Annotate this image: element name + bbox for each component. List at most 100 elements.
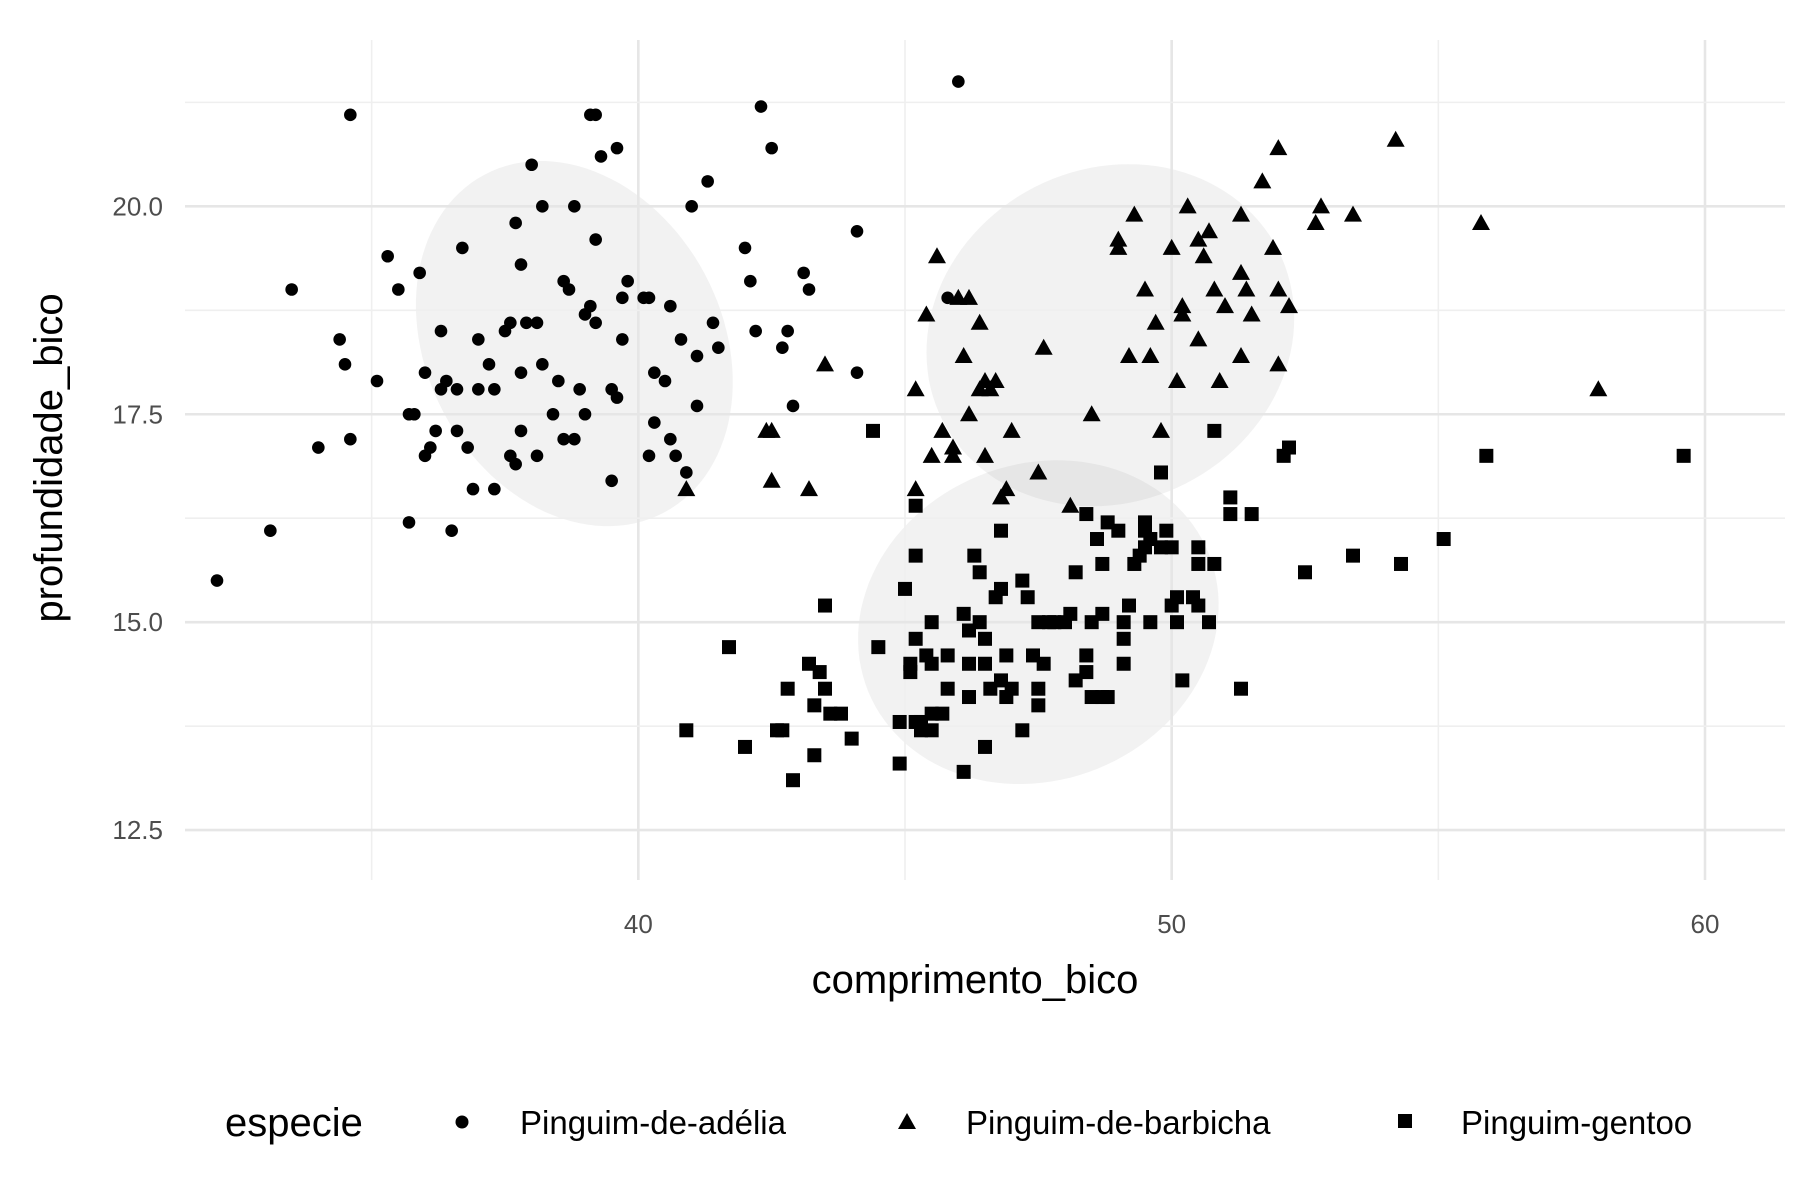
point-triangle — [762, 421, 781, 438]
y-tick-label: 17.5 — [112, 399, 163, 429]
point-square — [903, 665, 918, 680]
point-triangle — [976, 446, 994, 463]
point-circle — [754, 100, 768, 113]
point-square — [871, 640, 886, 655]
point-square — [994, 581, 1008, 596]
point-circle — [557, 432, 570, 446]
point-square — [1116, 615, 1131, 630]
point-circle — [450, 424, 464, 438]
point-circle — [562, 283, 576, 296]
point-triangle — [1232, 205, 1250, 222]
point-circle — [573, 383, 586, 396]
legend: especie Pinguim-de-adélia Pinguim-de-bar… — [225, 1101, 1692, 1145]
point-circle — [786, 399, 800, 413]
point-triangle — [1029, 463, 1048, 480]
point-square — [1436, 532, 1451, 547]
point-triangle — [1200, 222, 1218, 239]
point-square — [1223, 490, 1238, 505]
point-circle — [392, 283, 405, 296]
point-circle — [514, 258, 528, 271]
point-square — [983, 681, 998, 696]
legend-key-circle — [455, 1115, 469, 1129]
point-circle — [536, 358, 549, 371]
point-circle — [408, 407, 421, 421]
point-circle — [429, 424, 442, 438]
points — [210, 75, 1691, 788]
point-triangle — [1173, 297, 1192, 314]
point-circle — [264, 524, 277, 537]
point-triangle — [944, 446, 962, 463]
point-triangle — [981, 380, 1000, 397]
point-square — [1079, 507, 1094, 522]
point-circle — [941, 291, 954, 305]
point-circle — [589, 233, 602, 246]
point-circle — [690, 349, 704, 363]
point-square — [866, 423, 880, 438]
y-tick-label: 20.0 — [112, 191, 163, 221]
point-square — [892, 756, 907, 771]
point-square — [780, 681, 795, 696]
legend-title: especie — [225, 1101, 363, 1145]
point-square — [924, 723, 939, 738]
point-triangle — [1189, 330, 1208, 347]
point-triangle — [960, 405, 978, 422]
point-triangle — [1344, 205, 1362, 222]
point-circle — [616, 333, 629, 346]
point-square — [722, 640, 736, 655]
point-square — [1111, 523, 1126, 538]
point-triangle — [917, 305, 936, 322]
point-square — [972, 615, 987, 630]
point-triangle — [1210, 371, 1229, 388]
point-triangle — [1232, 347, 1250, 364]
point-circle — [344, 432, 357, 446]
point-circle — [781, 324, 794, 338]
point-square — [940, 648, 955, 663]
point-triangle — [1269, 139, 1288, 156]
point-circle — [285, 283, 298, 296]
legend-key-triangle — [898, 1113, 916, 1129]
point-circle — [530, 449, 544, 463]
point-square — [1143, 615, 1158, 630]
point-circle — [568, 200, 581, 213]
point-square — [1079, 648, 1094, 663]
point-circle — [333, 333, 346, 346]
point-circle — [338, 358, 352, 371]
point-triangle — [1109, 230, 1128, 247]
point-square — [1191, 540, 1206, 555]
point-square — [807, 748, 822, 763]
point-square — [679, 723, 694, 738]
legend-item-adelia: Pinguim-de-adélia — [455, 1104, 787, 1141]
point-square — [956, 764, 971, 779]
point-circle — [504, 316, 517, 330]
point-square — [1020, 590, 1035, 605]
point-square — [1282, 440, 1296, 455]
point-triangle — [1237, 280, 1256, 297]
ellipse-series-0 — [415, 161, 733, 527]
point-triangle — [1125, 205, 1144, 222]
point-square — [1346, 548, 1360, 563]
point-square — [1676, 448, 1691, 463]
point-circle — [664, 299, 677, 313]
point-triangle — [1269, 280, 1288, 297]
point-triangle — [1253, 172, 1272, 189]
point-square — [978, 631, 992, 646]
point-square — [1154, 465, 1168, 480]
point-square — [1138, 515, 1152, 530]
point-square — [1031, 681, 1046, 696]
point-square — [999, 648, 1014, 663]
point-square — [1031, 698, 1046, 713]
point-circle — [482, 358, 496, 371]
point-circle — [514, 366, 528, 379]
point-square — [1090, 532, 1104, 547]
point-square — [807, 698, 822, 713]
point-square — [738, 739, 752, 754]
point-circle — [552, 374, 565, 388]
legend-label-gentoo: Pinguim-gentoo — [1461, 1104, 1692, 1141]
point-square — [898, 581, 912, 596]
point-square — [1234, 681, 1248, 696]
point-circle — [514, 424, 528, 438]
point-triangle — [1264, 238, 1282, 255]
point-circle — [509, 216, 522, 230]
point-square — [1159, 523, 1174, 538]
